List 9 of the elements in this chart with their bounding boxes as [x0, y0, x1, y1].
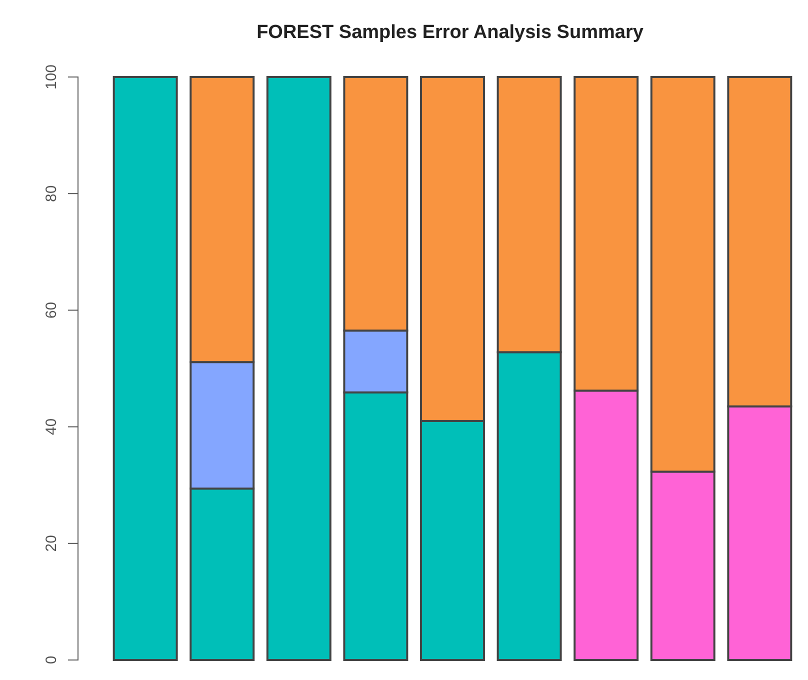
y-tick-label: 80	[43, 185, 60, 202]
y-tick-label: 60	[43, 302, 60, 319]
y-tick-label: 100	[43, 64, 60, 90]
y-tick-label: 40	[43, 418, 60, 436]
bar	[266, 76, 332, 661]
y-tick-label: 20	[43, 535, 60, 552]
y-tick-label: 0	[43, 656, 60, 664]
chart-title: FOREST Samples Error Analysis Summary	[256, 22, 644, 43]
bar	[112, 76, 178, 661]
